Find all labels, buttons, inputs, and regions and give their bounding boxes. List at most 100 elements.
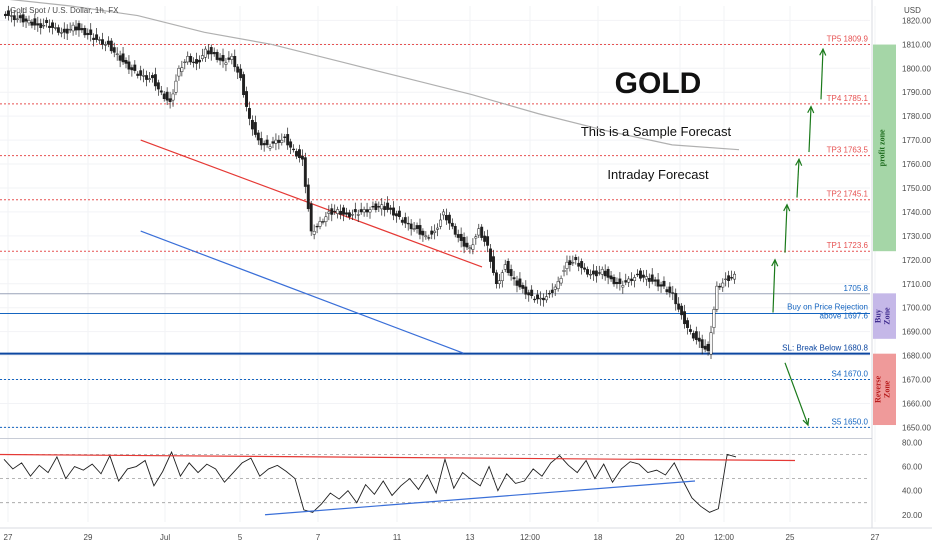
price-tick-label: 1680.00 [902, 352, 931, 361]
price-tick-label: 1790.00 [902, 88, 931, 97]
forecast-type: Intraday Forecast [607, 167, 709, 182]
oscillator-lower-trendline [264, 480, 696, 516]
candle-body [312, 230, 316, 235]
channel-lower-line [140, 230, 464, 354]
candle-body [618, 278, 622, 285]
candle-body [630, 278, 634, 281]
candle-body [59, 32, 63, 34]
candle-body [506, 260, 510, 273]
candle-body [494, 272, 498, 285]
candle-body [6, 10, 10, 16]
oscillator-upper-trendline [0, 453, 796, 462]
candle-body [450, 222, 454, 227]
candle-body [721, 282, 725, 288]
candle-body [171, 93, 175, 101]
candle-body [283, 136, 287, 138]
candle-body [386, 202, 390, 210]
candle-body [174, 80, 178, 93]
oscillator-tick-label: 60.00 [902, 463, 923, 472]
forecast-arrow-head [807, 105, 815, 114]
currency-label: USD [904, 6, 921, 15]
candle-body [403, 217, 407, 224]
candle-body [383, 206, 387, 210]
candle-body [674, 293, 678, 305]
candle-body [321, 221, 325, 223]
candle-body [200, 55, 204, 59]
profit-zone-label: profit zone [878, 129, 887, 166]
candle-body [162, 93, 166, 99]
candle-body [242, 74, 246, 96]
moving-average-line [9, 0, 740, 151]
candle-body [95, 34, 99, 40]
price-tick-label: 1710.00 [902, 280, 931, 289]
candle-body [418, 225, 422, 235]
candle-body [112, 47, 116, 53]
level-label: 1705.8 [844, 284, 869, 293]
candle-body [195, 59, 199, 64]
candle-body [706, 344, 710, 352]
candle-body [212, 52, 216, 55]
price-tick-label: 1820.00 [902, 16, 931, 25]
candle-body [233, 56, 237, 68]
candle-body [492, 256, 495, 273]
candle-body [48, 25, 52, 28]
candle-body [45, 19, 49, 24]
candle-body [624, 280, 628, 283]
candle-body [615, 281, 619, 285]
price-tick-label: 1720.00 [902, 256, 931, 265]
candle-body [118, 55, 122, 61]
candle-body [547, 293, 551, 295]
candle-body [280, 139, 284, 143]
level-label: above 1697.6 [820, 311, 869, 320]
candle-body [198, 59, 201, 63]
candle-body [15, 18, 19, 20]
candle-body [218, 57, 222, 61]
candle-body [65, 28, 69, 34]
candle-body [303, 157, 307, 187]
candle-body [109, 40, 113, 52]
candle-body [712, 309, 716, 328]
forecast-arrow-shaft [820, 49, 824, 100]
candle-body [483, 235, 487, 242]
candle-body [236, 66, 240, 73]
candle-body [353, 209, 357, 213]
candle-body [30, 21, 34, 26]
candle-body [42, 24, 46, 27]
candle-body [4, 13, 7, 16]
candle-body [533, 298, 537, 301]
level-label: S5 1650.0 [832, 417, 869, 426]
candle-body [421, 230, 425, 236]
candle-body [462, 237, 466, 247]
candle-body [550, 289, 554, 293]
candle-body [136, 73, 140, 76]
candle-body [92, 37, 96, 40]
candle-body [568, 260, 572, 266]
oscillator-tick-label: 20.00 [902, 511, 923, 520]
candle-body [477, 228, 481, 236]
candle-body [356, 214, 360, 216]
candle-body [315, 225, 319, 228]
candle-body [333, 210, 337, 213]
candle-body [274, 139, 278, 144]
level-label: TP3 1763.5 [827, 146, 869, 155]
candle-body [556, 281, 560, 289]
candle-body [189, 56, 193, 63]
level-label: TP4 1785.1 [827, 94, 869, 103]
candle-body [336, 209, 340, 214]
candle-body [224, 62, 228, 65]
candle-body [709, 332, 713, 355]
candle-body [101, 39, 104, 45]
candle-body [371, 206, 375, 208]
candle-body [350, 214, 354, 216]
candle-body [536, 294, 540, 300]
candle-body [471, 244, 475, 250]
level-label: Buy on Price Rejection [787, 302, 868, 311]
candle-body [51, 22, 54, 28]
candle-body [33, 18, 37, 26]
candle-body [365, 209, 369, 213]
time-tick-label: 12:00 [714, 533, 735, 542]
time-tick-label: 11 [393, 533, 402, 542]
candle-body [453, 226, 457, 235]
candle-body [683, 311, 687, 325]
